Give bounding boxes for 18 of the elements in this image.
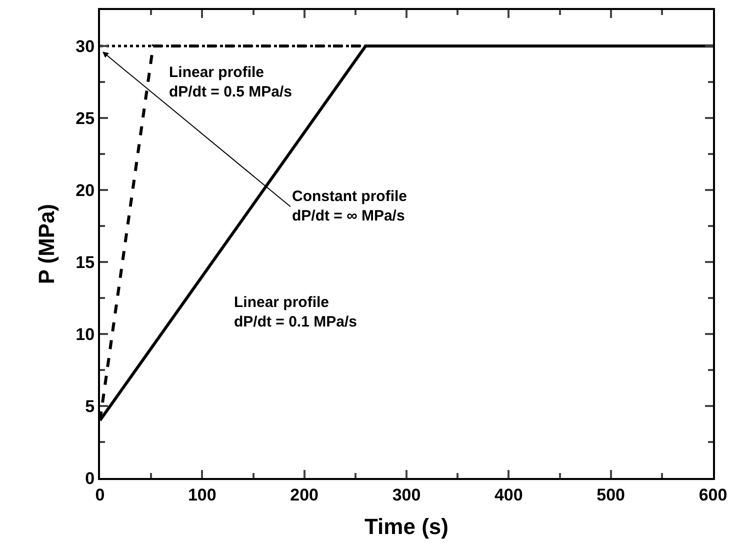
- y-tick-label: 0: [85, 468, 95, 488]
- y-tick-label: 5: [85, 396, 95, 416]
- annotation: Linear profile dP/dt = 0.5 MPa/s: [169, 64, 292, 100]
- x-tick-label: 200: [290, 485, 319, 504]
- annotation: Linear profile dP/dt = 0.1 MPa/s: [234, 294, 357, 330]
- x-tick-label: 600: [698, 485, 728, 504]
- x-tick-label: 100: [188, 485, 216, 504]
- y-tick-label: 25: [76, 108, 95, 128]
- y-tick-label: 10: [76, 324, 95, 344]
- x-axis-title: Time (s): [364, 514, 448, 539]
- annotation: Constant profile dP/dt = ∞ MPa/s: [292, 188, 407, 224]
- y-tick-label: 30: [76, 36, 95, 56]
- y-axis-title: P (MPa): [34, 204, 59, 284]
- y-tick-label: 15: [76, 252, 95, 272]
- x-tick-label: 400: [494, 485, 523, 504]
- y-tick-label: 20: [76, 180, 95, 200]
- x-tick-label: 300: [392, 485, 421, 504]
- x-tick-label: 500: [596, 485, 626, 504]
